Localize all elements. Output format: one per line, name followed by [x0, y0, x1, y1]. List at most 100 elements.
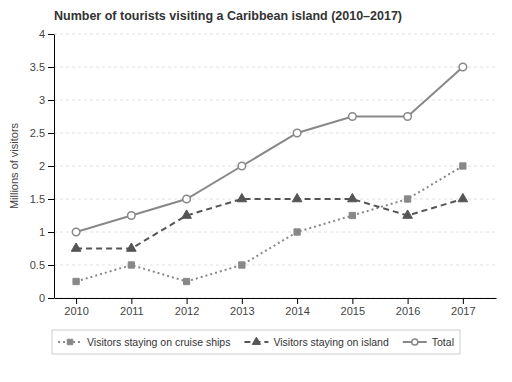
y-axis-label: Millions of visitors [8, 122, 20, 209]
series-marker [237, 193, 247, 201]
series-marker [348, 193, 358, 201]
y-tick: 1.5 [30, 193, 54, 205]
x-tick: 2013 [230, 298, 254, 317]
series-marker [71, 243, 81, 251]
y-tick-mark [48, 166, 54, 167]
grid-line [54, 298, 496, 299]
series-marker [127, 243, 137, 251]
x-tick-label: 2017 [451, 305, 475, 317]
series-marker [349, 113, 357, 121]
series-marker [293, 129, 301, 137]
y-tick: 3.5 [30, 61, 54, 73]
series-marker [183, 278, 189, 284]
x-tick-mark [242, 298, 243, 304]
grid-line [54, 100, 496, 101]
chart: 2010 2011 2012 2013 2014 2015 2016 2017 0 0.5 1 1.5… [0, 0, 512, 382]
legend-marker [412, 339, 418, 345]
y-tick-label: 2 [39, 160, 45, 172]
y-tick-label: 3 [39, 94, 45, 106]
y-tick: 1 [39, 226, 54, 238]
y-tick-label: 0 [39, 292, 45, 304]
x-tick: 2015 [341, 298, 365, 317]
x-tick-label: 2014 [285, 305, 309, 317]
y-axis-line [54, 35, 55, 299]
grid-line [54, 67, 496, 68]
x-tick-mark [463, 298, 464, 304]
legend-item: Visitors staying on cruise ships [58, 336, 230, 348]
x-tick-mark [76, 298, 77, 304]
series-marker [458, 193, 468, 201]
series-marker [404, 196, 410, 202]
x-tick-label: 2015 [341, 305, 365, 317]
y-tick-label: 3.5 [30, 61, 45, 73]
y-tick-label: 0.5 [30, 259, 45, 271]
y-tick: 0 [39, 292, 54, 304]
y-tick-label: 1 [39, 226, 45, 238]
y-tick-mark [48, 232, 54, 233]
legend-item: Total [403, 336, 454, 348]
series-marker [403, 210, 413, 218]
y-tick: 2 [39, 160, 54, 172]
series-line [76, 199, 463, 249]
y-tick-label: 1.5 [30, 193, 45, 205]
series-marker [183, 195, 191, 203]
x-tick: 2016 [396, 298, 420, 317]
series-marker [349, 212, 355, 218]
grid-line [54, 232, 496, 233]
series-marker [128, 262, 134, 268]
x-tick-label: 2016 [396, 305, 420, 317]
y-tick-mark [48, 100, 54, 101]
grid [54, 34, 496, 298]
legend-item: Visitors staying on island [244, 336, 389, 348]
x-tick: 2014 [285, 298, 309, 317]
y-tick-mark [48, 67, 54, 68]
y-tick-mark [48, 133, 54, 134]
y-tick-label: 2.5 [30, 127, 45, 139]
grid-line [54, 166, 496, 167]
legend-marker [252, 337, 260, 344]
x-tick-mark [297, 298, 298, 304]
series-marker [294, 229, 300, 235]
x-tick-label: 2013 [230, 305, 254, 317]
y-tick-mark [48, 34, 54, 35]
legend-label: Visitors staying on island [273, 336, 389, 348]
x-axis-line [55, 298, 497, 299]
y-tick-label: 4 [39, 28, 45, 40]
series-marker [404, 113, 412, 121]
x-tick: 2017 [451, 298, 475, 317]
x-tick-mark [408, 298, 409, 304]
x-tick-mark [131, 298, 132, 304]
x-tick: 2011 [120, 298, 144, 317]
legend: Visitors staying on cruise ships Visitors… [52, 330, 460, 354]
series-marker [238, 162, 246, 170]
series-marker [459, 63, 467, 71]
y-tick: 2.5 [30, 127, 54, 139]
series-marker [460, 163, 466, 169]
series-marker [72, 228, 80, 236]
x-tick: 2012 [175, 298, 199, 317]
x-axis: 2010 2011 2012 2013 2014 2015 2016 2017 [55, 298, 497, 317]
series-line [76, 67, 463, 232]
legend-label: Total [432, 336, 454, 348]
grid-line [54, 34, 496, 35]
y-tick-mark [48, 265, 54, 266]
series-line [76, 166, 463, 282]
series-marker [239, 262, 245, 268]
series-marker [182, 210, 192, 218]
y-tick-mark [48, 199, 54, 200]
series-marker [292, 193, 302, 201]
x-tick: 2010 [64, 298, 88, 317]
grid-line [54, 265, 496, 266]
title: Number of tourists visiting a Caribbean … [54, 9, 402, 23]
y-tick: 0.5 [30, 259, 54, 271]
legend-frame [52, 330, 460, 354]
series-marker [128, 212, 136, 220]
y-axis: 0 0.5 1 1.5 2 2.5 3 3.5 4 [30, 28, 55, 304]
x-tick-label: 2010 [64, 305, 88, 317]
y-tick: 4 [39, 28, 54, 40]
legend-marker [67, 339, 72, 344]
plot-area [71, 63, 467, 284]
y-tick-mark [48, 298, 54, 299]
x-tick-label: 2012 [175, 305, 199, 317]
grid-line [54, 133, 496, 134]
